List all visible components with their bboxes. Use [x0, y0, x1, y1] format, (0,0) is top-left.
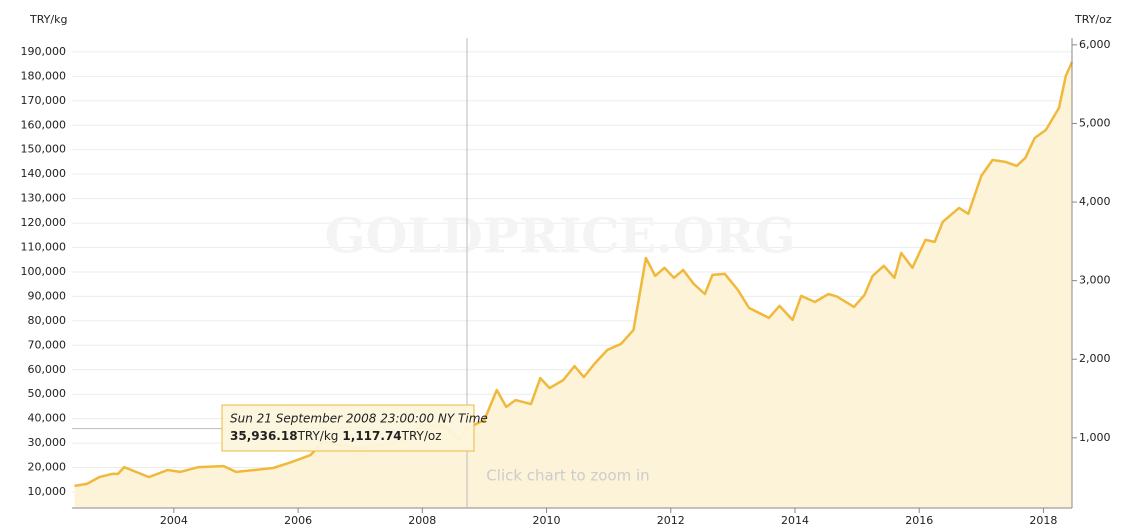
y-tick-label: 10,000 [28, 485, 67, 498]
x-tick-label: 2018 [1029, 514, 1057, 527]
x-tick-label: 2008 [408, 514, 436, 527]
tooltip-oz-unit: TRY/oz [401, 429, 442, 443]
y-tick-label: 40,000 [28, 412, 67, 425]
y2-tick-label: 2,000 [1079, 352, 1111, 365]
y-tick-label: 20,000 [28, 461, 67, 474]
x-tick-label: 2010 [533, 514, 561, 527]
y-tick-label: 70,000 [28, 338, 67, 351]
y-axis-unit: TRY/kg [29, 13, 67, 26]
x-tick-label: 2016 [905, 514, 933, 527]
y-tick-label: 130,000 [21, 192, 67, 205]
y-tick-label: 100,000 [21, 265, 67, 278]
y2-tick-label: 5,000 [1079, 116, 1111, 129]
y-tick-label: 30,000 [28, 436, 67, 449]
tooltip-oz: 1,117.74 [342, 429, 401, 443]
y-tick-label: 60,000 [28, 363, 67, 376]
tooltip-kg: 35,936.18 [230, 429, 298, 443]
y-tick-label: 120,000 [21, 216, 67, 229]
y2-tick-label: 3,000 [1079, 274, 1111, 287]
zoom-hint: Click chart to zoom in [486, 467, 649, 485]
tooltip-date: Sun 21 September 2008 23:00:00 NY Time [230, 412, 488, 426]
y-tick-label: 90,000 [28, 289, 67, 302]
y2-tick-label: 4,000 [1079, 195, 1111, 208]
y2-tick-label: 1,000 [1079, 431, 1111, 444]
y2-axis-unit: TRY/oz [1074, 13, 1112, 26]
y-tick-label: 180,000 [21, 69, 67, 82]
y-tick-label: 150,000 [21, 143, 67, 156]
tooltip-kg-unit: TRY/kg [297, 429, 339, 443]
y-tick-label: 160,000 [21, 118, 67, 131]
y-tick-label: 140,000 [21, 167, 67, 180]
area [74, 62, 1072, 508]
y-tick-label: 50,000 [28, 387, 67, 400]
line [74, 61, 1074, 488]
y-tick-label: 190,000 [21, 45, 67, 58]
x-tick-label: 2014 [781, 514, 809, 527]
watermark: GOLDPRICE.ORG [325, 209, 796, 265]
y2-tick-label: 6,000 [1079, 38, 1111, 51]
x-tick-label: 2012 [657, 514, 685, 527]
x-tick-label: 2004 [160, 514, 188, 527]
x-tick-label: 2006 [284, 514, 312, 527]
y-tick-label: 80,000 [28, 314, 67, 327]
y-tick-label: 110,000 [21, 241, 67, 254]
tooltip-box [221, 404, 475, 452]
y-tick-label: 170,000 [21, 94, 67, 107]
tooltip-values: 35,936.18TRY/kg 1,117.74TRY/oz [230, 429, 442, 443]
